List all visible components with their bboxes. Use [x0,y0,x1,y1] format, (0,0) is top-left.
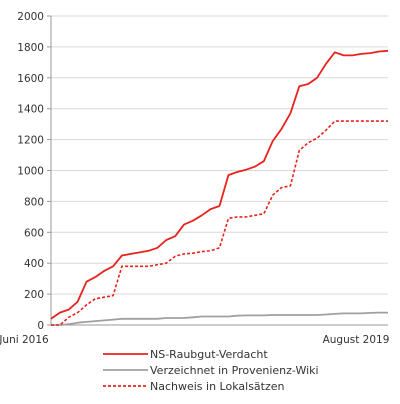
y-tick-label: 600 [24,227,44,239]
series-line-1 [50,49,389,320]
x-tick-label: Juni 2016 [0,334,49,346]
y-tick-label: 400 [24,258,44,270]
series-line-3 [51,120,388,326]
y-tick-label: 2000 [17,11,44,23]
legend-label: NS-Raubgut-Verdacht [150,348,268,361]
y-tick-label: 0 [37,320,44,332]
x-tick-label: August 2019 [323,334,390,346]
y-tick-label: 800 [24,196,44,208]
legend-label: Nachweis in Lokalsätzen [150,380,285,393]
y-tick-label: 1200 [17,135,44,147]
y-tick-label: 1000 [17,166,44,178]
y-tick-label: 1400 [17,104,44,116]
y-tick-label: 1600 [17,73,44,85]
legend-label: Verzeichnet in Provenienz-Wiki [150,364,319,377]
series-line-2 [51,311,388,326]
y-tick-label: 1800 [17,42,44,54]
y-tick-label: 200 [24,289,44,301]
